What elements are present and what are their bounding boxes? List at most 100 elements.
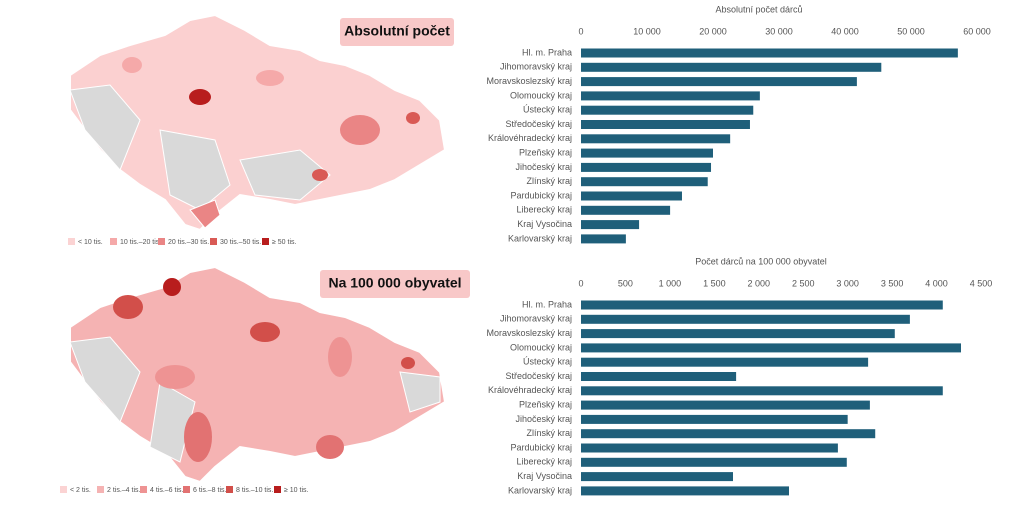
legend-swatch	[210, 238, 217, 245]
legend-swatch	[97, 486, 104, 493]
legend-swatch	[226, 486, 233, 493]
bar	[581, 329, 895, 339]
bar	[581, 77, 857, 87]
x-tick-label: 60 000	[963, 26, 991, 36]
y-tick-label: Středočeský kraj	[505, 371, 572, 381]
y-tick-label: Zlínský kraj	[526, 428, 572, 438]
x-tick-label: 4 000	[925, 278, 948, 288]
legend-swatch	[140, 486, 147, 493]
x-tick-label: 4 500	[970, 278, 993, 288]
y-tick-label: Liberecký kraj	[516, 205, 572, 215]
map-title: Na 100 000 obyvatel	[328, 275, 461, 291]
legend-label: 8 tis.–10 tis.	[236, 487, 273, 494]
legend-swatch	[262, 238, 269, 245]
legend-label: < 2 tis.	[70, 487, 91, 494]
map-relative: Na 100 000 obyvatel	[69, 266, 470, 483]
x-tick-label: 20 000	[699, 26, 727, 36]
y-tick-label: Jihočeský kraj	[515, 414, 572, 424]
bar	[581, 220, 640, 230]
y-tick-label: Plzeňský kraj	[519, 399, 572, 409]
map-title: Absolutní počet	[344, 23, 450, 39]
x-tick-label: 40 000	[831, 26, 859, 36]
x-tick-label: 3 500	[881, 278, 904, 288]
y-tick-label: Jihomoravský kraj	[500, 314, 572, 324]
map-title-box	[340, 18, 454, 46]
x-tick-label: 1 000	[659, 278, 682, 288]
bar	[581, 177, 708, 187]
bar	[581, 300, 943, 310]
y-tick-label: Liberecký kraj	[516, 457, 572, 467]
legend-label: 6 tis.–8 tis.	[193, 487, 227, 494]
bar	[581, 105, 754, 115]
legend-swatch	[158, 238, 165, 245]
legend-swatch	[60, 486, 67, 493]
y-tick-label: Olomoucký kraj	[510, 90, 572, 100]
bar	[581, 400, 870, 410]
x-tick-label: 500	[618, 278, 633, 288]
legend-swatch	[274, 486, 281, 493]
chart-title: Absolutní počet dárců	[715, 4, 802, 14]
y-tick-label: Kraj Vysočina	[517, 219, 572, 229]
legend-label: ≥ 10 tis.	[284, 487, 309, 494]
legend-label: 10 tis.–20 tis.	[120, 239, 161, 246]
y-tick-label: Kraj Vysočina	[517, 471, 572, 481]
bar	[581, 62, 882, 72]
legend-label: 30 tis.–50 tis.	[220, 239, 261, 246]
x-tick-label: 1 500	[703, 278, 726, 288]
bar	[581, 162, 712, 172]
y-tick-label: Ústecký kraj	[523, 105, 572, 115]
bar	[581, 148, 713, 158]
bar	[581, 120, 750, 129]
y-tick-label: Hl. m. Praha	[522, 47, 572, 57]
x-tick-label: 30 000	[765, 26, 793, 36]
bar	[581, 343, 961, 353]
chart-title: Počet dárců na 100 000 obyvatel	[695, 256, 827, 266]
x-tick-label: 3 000	[836, 278, 859, 288]
bar	[581, 414, 848, 424]
y-tick-label: Ústecký kraj	[523, 357, 572, 367]
legend-swatch	[68, 238, 75, 245]
x-tick-label: 0	[578, 278, 583, 288]
bar	[581, 457, 847, 467]
y-tick-label: Pardubický kraj	[510, 190, 572, 200]
bar	[581, 234, 626, 244]
legend-label: 20 tis.–30 tis.	[168, 239, 209, 246]
x-tick-label: 2 000	[748, 278, 771, 288]
bar	[581, 314, 910, 324]
legend-swatch	[110, 238, 117, 245]
y-tick-label: Plzeňský kraj	[519, 147, 572, 157]
x-tick-label: 0	[578, 26, 583, 36]
bar	[581, 386, 943, 396]
bar	[581, 486, 789, 496]
y-tick-label: Olomoucký kraj	[510, 342, 572, 352]
y-tick-label: Středočeský kraj	[505, 119, 572, 129]
legend-swatch	[183, 486, 190, 493]
legend-label: 2 tis.–4 tis.	[107, 487, 141, 494]
x-tick-label: 50 000	[897, 26, 925, 36]
x-tick-label: 2 500	[792, 278, 815, 288]
y-tick-label: Hl. m. Praha	[522, 299, 572, 309]
y-tick-label: Pardubický kraj	[510, 442, 572, 452]
y-tick-label: Zlínský kraj	[526, 176, 572, 186]
bar	[581, 134, 731, 144]
bar	[581, 429, 876, 439]
y-tick-label: Jihomoravský kraj	[500, 62, 572, 72]
bar	[581, 372, 737, 381]
map-title-box	[320, 270, 470, 298]
bar	[581, 357, 869, 367]
legend-label: ≥ 50 tis.	[272, 239, 297, 246]
bar	[581, 205, 671, 215]
bar	[581, 191, 682, 201]
bar	[581, 443, 838, 453]
bar	[581, 91, 760, 101]
legend-label: < 10 tis.	[78, 239, 103, 246]
y-tick-label: Jihočeský kraj	[515, 162, 572, 172]
y-tick-label: Moravskoslezský kraj	[486, 76, 572, 86]
y-tick-label: Karlovarský kraj	[508, 485, 572, 495]
y-tick-label: Moravskoslezský kraj	[486, 328, 572, 338]
y-tick-label: Karlovarský kraj	[508, 233, 572, 243]
bar	[581, 472, 733, 482]
bar	[581, 48, 958, 58]
map-absolute: Absolutní počet	[69, 14, 454, 231]
